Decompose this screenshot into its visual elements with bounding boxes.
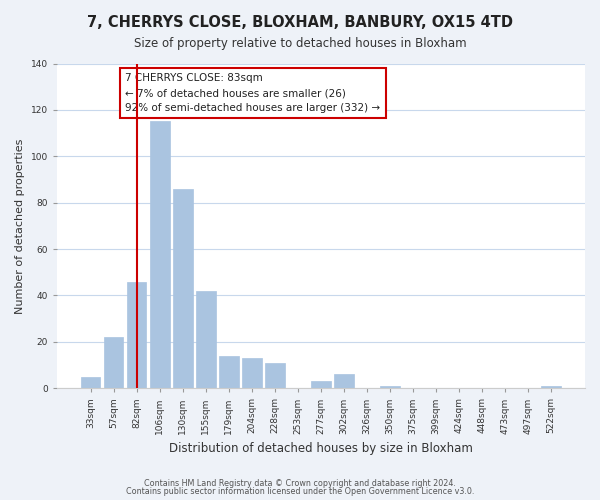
- X-axis label: Distribution of detached houses by size in Bloxham: Distribution of detached houses by size …: [169, 442, 473, 455]
- Bar: [81, 376, 100, 388]
- Text: 7 CHERRYS CLOSE: 83sqm
← 7% of detached houses are smaller (26)
92% of semi-deta: 7 CHERRYS CLOSE: 83sqm ← 7% of detached …: [125, 73, 380, 113]
- Bar: [104, 337, 124, 388]
- Bar: [150, 122, 170, 388]
- Text: Size of property relative to detached houses in Bloxham: Size of property relative to detached ho…: [134, 38, 466, 51]
- Bar: [265, 362, 284, 388]
- Bar: [196, 291, 215, 388]
- Bar: [380, 386, 400, 388]
- Text: Contains public sector information licensed under the Open Government Licence v3: Contains public sector information licen…: [126, 487, 474, 496]
- Bar: [334, 374, 354, 388]
- Y-axis label: Number of detached properties: Number of detached properties: [15, 138, 25, 314]
- Bar: [311, 382, 331, 388]
- Text: Contains HM Land Registry data © Crown copyright and database right 2024.: Contains HM Land Registry data © Crown c…: [144, 478, 456, 488]
- Bar: [541, 386, 561, 388]
- Bar: [242, 358, 262, 388]
- Bar: [173, 189, 193, 388]
- Text: 7, CHERRYS CLOSE, BLOXHAM, BANBURY, OX15 4TD: 7, CHERRYS CLOSE, BLOXHAM, BANBURY, OX15…: [87, 15, 513, 30]
- Bar: [127, 282, 146, 389]
- Bar: [219, 356, 239, 388]
